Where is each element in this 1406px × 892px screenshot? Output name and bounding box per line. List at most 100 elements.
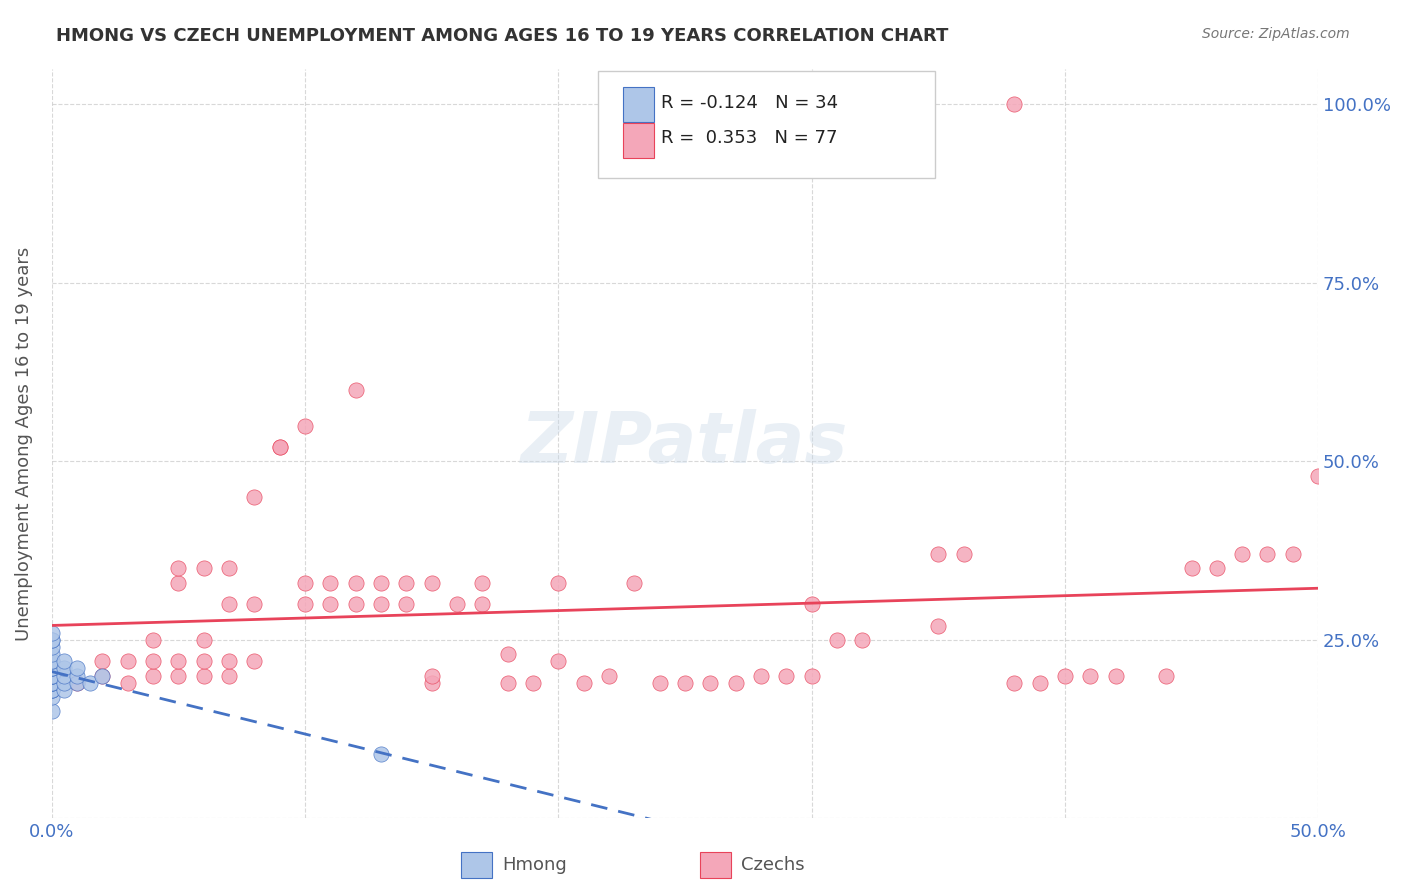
Text: R = -0.124   N = 34: R = -0.124 N = 34	[661, 94, 838, 112]
Point	[420, 675, 443, 690]
Point	[142, 632, 165, 647]
Point	[673, 675, 696, 690]
Point	[167, 575, 190, 590]
Point	[41, 632, 63, 647]
Point	[344, 383, 367, 397]
Point	[41, 668, 63, 682]
Point	[243, 654, 266, 668]
Point	[66, 675, 89, 690]
Point	[167, 654, 190, 668]
Point	[294, 418, 316, 433]
Point	[41, 647, 63, 661]
Point	[1002, 675, 1025, 690]
Point	[41, 661, 63, 675]
Point	[41, 682, 63, 697]
Point	[648, 675, 671, 690]
Point	[41, 704, 63, 718]
Point	[218, 561, 240, 575]
Point	[446, 597, 468, 611]
Point	[598, 668, 620, 682]
Point	[1256, 547, 1278, 561]
Y-axis label: Unemployment Among Ages 16 to 19 years: Unemployment Among Ages 16 to 19 years	[15, 246, 32, 640]
Point	[91, 654, 114, 668]
Point	[1053, 668, 1076, 682]
Point	[218, 597, 240, 611]
Point	[41, 690, 63, 704]
Point	[41, 668, 63, 682]
Point	[420, 575, 443, 590]
Point	[1205, 561, 1227, 575]
Point	[952, 547, 974, 561]
Point	[471, 575, 494, 590]
Point	[496, 647, 519, 661]
Point	[1104, 668, 1126, 682]
Point	[724, 675, 747, 690]
Point	[53, 668, 76, 682]
Point	[1154, 668, 1177, 682]
Point	[269, 440, 291, 454]
Point	[319, 575, 342, 590]
Point	[269, 440, 291, 454]
Point	[41, 668, 63, 682]
Point	[699, 675, 721, 690]
Point	[800, 597, 823, 611]
Point	[91, 668, 114, 682]
Point	[1230, 547, 1253, 561]
Point	[53, 675, 76, 690]
Point	[395, 597, 418, 611]
Point	[41, 668, 63, 682]
Point	[79, 675, 101, 690]
Point	[825, 632, 848, 647]
Point	[1002, 97, 1025, 112]
Point	[243, 597, 266, 611]
Text: ZIPatlas: ZIPatlas	[522, 409, 849, 478]
Point	[41, 675, 63, 690]
Point	[800, 668, 823, 682]
Text: Source: ZipAtlas.com: Source: ZipAtlas.com	[1202, 27, 1350, 41]
Point	[41, 661, 63, 675]
Point	[319, 597, 342, 611]
Point	[344, 575, 367, 590]
Text: HMONG VS CZECH UNEMPLOYMENT AMONG AGES 16 TO 19 YEARS CORRELATION CHART: HMONG VS CZECH UNEMPLOYMENT AMONG AGES 1…	[56, 27, 949, 45]
Point	[41, 675, 63, 690]
Point	[66, 668, 89, 682]
Point	[572, 675, 595, 690]
Point	[53, 654, 76, 668]
Point	[53, 661, 76, 675]
Point	[420, 668, 443, 682]
Point	[167, 561, 190, 575]
Point	[41, 632, 63, 647]
Point	[41, 625, 63, 640]
Point	[623, 575, 645, 590]
Point	[927, 547, 949, 561]
Point	[370, 597, 392, 611]
Point	[193, 668, 215, 682]
Point	[496, 675, 519, 690]
Point	[522, 675, 544, 690]
Point	[218, 654, 240, 668]
Point	[218, 668, 240, 682]
Point	[344, 597, 367, 611]
Point	[471, 597, 494, 611]
Point	[193, 561, 215, 575]
Text: R =  0.353   N = 77: R = 0.353 N = 77	[661, 129, 838, 147]
Point	[117, 654, 139, 668]
Point	[142, 654, 165, 668]
Point	[927, 618, 949, 632]
Point	[851, 632, 873, 647]
Point	[142, 668, 165, 682]
Point	[193, 632, 215, 647]
Point	[53, 682, 76, 697]
Point	[1028, 675, 1050, 690]
Point	[41, 682, 63, 697]
Text: Czechs: Czechs	[741, 856, 806, 874]
Point	[547, 654, 569, 668]
Point	[41, 675, 63, 690]
Text: Hmong: Hmong	[502, 856, 567, 874]
Point	[91, 668, 114, 682]
Point	[294, 575, 316, 590]
Point	[41, 654, 63, 668]
Point	[1180, 561, 1202, 575]
Point	[547, 575, 569, 590]
Point	[41, 675, 63, 690]
